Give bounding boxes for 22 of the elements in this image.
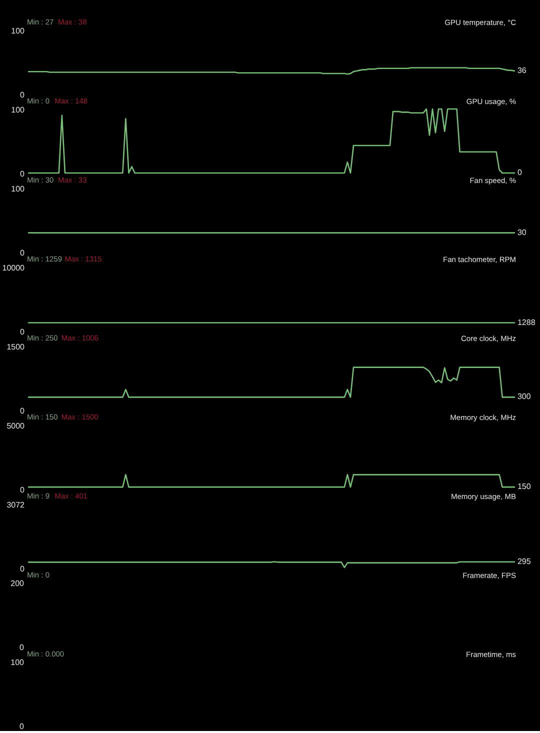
- y-tick-label: 0: [20, 486, 26, 494]
- y-tick-label: 0: [20, 90, 26, 100]
- y-tick-label: 1500: [6, 342, 26, 352]
- y-tick-label: 3072: [6, 500, 26, 510]
- y-tick-label: 0: [20, 170, 26, 178]
- y-tick-label: 5000: [6, 422, 26, 430]
- data-label: 0: [517, 168, 522, 177]
- y-tick-label: 0: [20, 564, 26, 574]
- y-tick-label: 0: [20, 406, 26, 416]
- data-label: 36: [517, 66, 527, 75]
- y-tick-label: 0: [20, 248, 26, 258]
- y-tick-label: 100: [11, 184, 26, 194]
- y-tick-label: 0: [20, 328, 26, 336]
- data-label: 150: [517, 482, 532, 492]
- y-tick-label: 100: [11, 106, 26, 114]
- data-label: 300: [517, 392, 532, 402]
- data-label: 295: [517, 556, 532, 566]
- data-label: 30: [517, 228, 527, 237]
- y-tick-label: 100: [11, 26, 26, 36]
- y-tick-label: 10000: [2, 264, 26, 272]
- text: 200: [10, 579, 25, 588]
- data-label: 1288: [517, 318, 536, 327]
